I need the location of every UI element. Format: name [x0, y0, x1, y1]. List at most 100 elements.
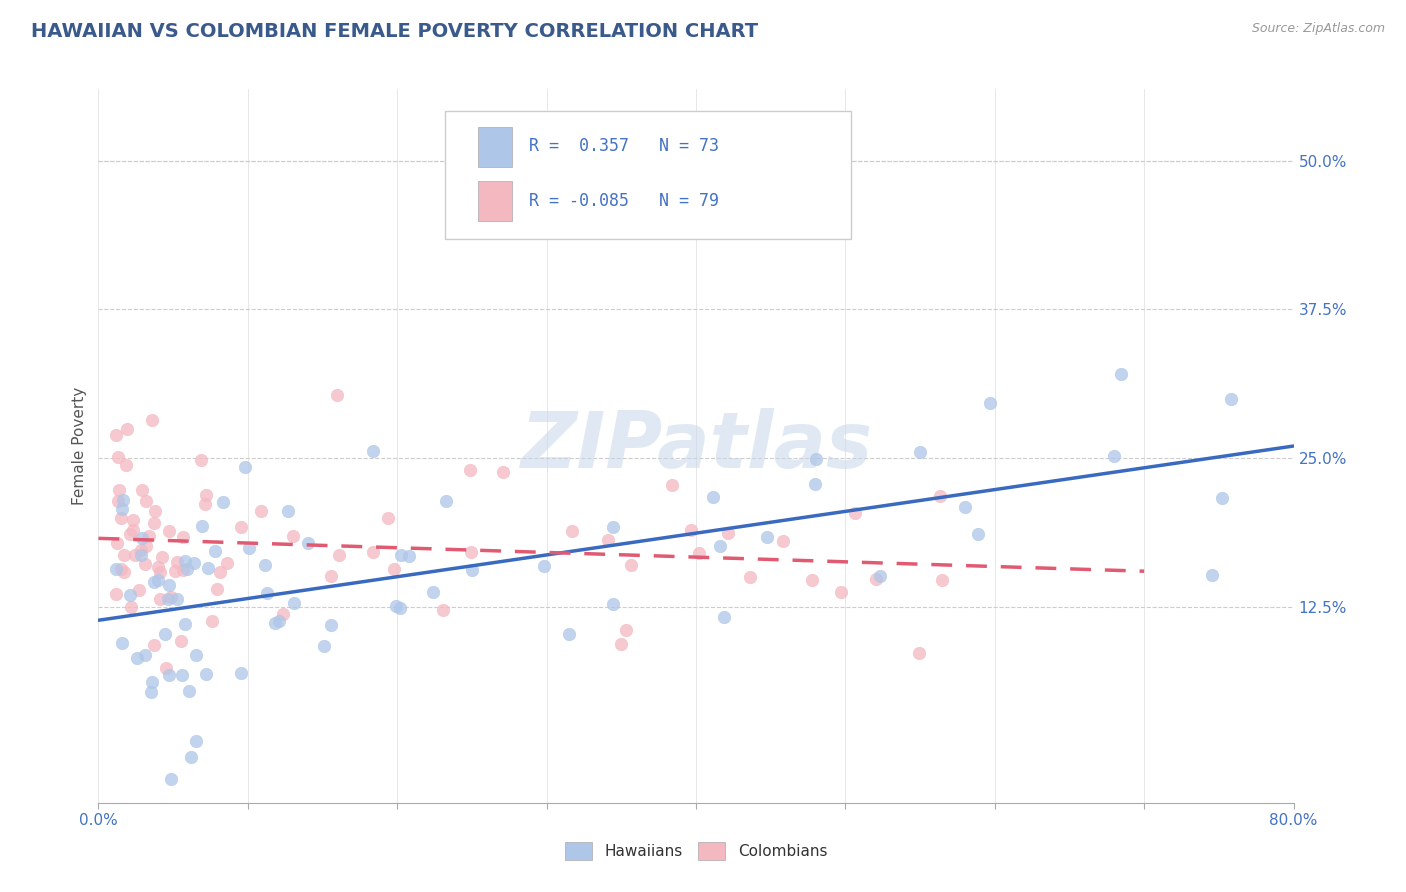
Point — [180, 749, 202, 764]
Point — [110, 511, 132, 525]
Point — [174, 616, 197, 631]
Point — [146, 559, 169, 574]
Point — [231, 665, 253, 680]
Point — [128, 582, 150, 597]
Point — [105, 562, 128, 576]
Point — [110, 562, 132, 576]
Point — [297, 536, 319, 550]
Point — [679, 523, 702, 537]
Point — [120, 600, 142, 615]
Point — [205, 582, 228, 596]
Point — [135, 493, 157, 508]
Point — [432, 602, 454, 616]
Point — [328, 548, 350, 562]
Point — [212, 495, 235, 509]
Point — [204, 544, 226, 558]
Point — [141, 675, 163, 690]
Point — [208, 565, 231, 579]
Point — [610, 637, 633, 651]
Y-axis label: Female Poverty: Female Poverty — [72, 387, 87, 505]
Point — [194, 497, 217, 511]
Point — [121, 513, 143, 527]
Text: HAWAIIAN VS COLOMBIAN FEMALE POVERTY CORRELATION CHART: HAWAIIAN VS COLOMBIAN FEMALE POVERTY COR… — [31, 22, 758, 41]
Point — [319, 569, 342, 583]
Point — [148, 573, 170, 587]
Point — [160, 590, 183, 604]
Point — [561, 524, 583, 538]
Point — [194, 488, 217, 502]
Point — [183, 556, 205, 570]
Text: R =  0.357   N = 73: R = 0.357 N = 73 — [529, 137, 718, 155]
Point — [166, 555, 188, 569]
Point — [166, 592, 188, 607]
Point — [141, 413, 163, 427]
Point — [803, 477, 825, 491]
Point — [389, 548, 412, 562]
Point — [143, 574, 166, 589]
Point — [966, 526, 988, 541]
Point — [149, 565, 172, 579]
Point — [157, 578, 180, 592]
Point — [269, 615, 291, 629]
Point — [772, 534, 794, 549]
Point — [1211, 491, 1233, 505]
Point — [131, 532, 153, 546]
Point — [107, 483, 129, 497]
Point — [143, 638, 166, 652]
Point — [134, 648, 156, 662]
Point — [215, 556, 238, 570]
Point — [717, 525, 740, 540]
Point — [149, 592, 172, 607]
Point — [688, 546, 710, 560]
Point — [740, 570, 762, 584]
Text: R = -0.085   N = 79: R = -0.085 N = 79 — [529, 192, 718, 211]
Point — [377, 511, 399, 525]
Point — [319, 618, 342, 632]
Point — [159, 772, 181, 786]
Point — [190, 452, 212, 467]
Point — [134, 557, 156, 571]
Point — [172, 530, 194, 544]
Point — [170, 634, 193, 648]
Point — [598, 533, 620, 548]
Point — [434, 493, 457, 508]
Point — [112, 549, 135, 563]
Point — [283, 528, 305, 542]
Point — [118, 527, 141, 541]
Point — [388, 600, 411, 615]
Point — [155, 627, 177, 641]
Point — [254, 558, 277, 572]
Point — [385, 599, 408, 613]
Point — [120, 588, 142, 602]
Point — [105, 427, 128, 442]
Point — [492, 466, 515, 480]
Point — [165, 564, 187, 578]
Point — [115, 422, 138, 436]
Point — [238, 541, 260, 555]
Point — [713, 610, 735, 624]
Point — [908, 445, 931, 459]
Point — [256, 585, 278, 599]
Point — [865, 572, 887, 586]
Point — [129, 543, 152, 558]
Point — [1104, 449, 1126, 463]
FancyBboxPatch shape — [478, 127, 512, 167]
Point — [110, 502, 132, 516]
Point — [112, 565, 135, 579]
Point — [702, 491, 724, 505]
Point — [363, 545, 385, 559]
FancyBboxPatch shape — [478, 180, 512, 220]
Point — [231, 520, 253, 534]
Point — [533, 559, 555, 574]
Point — [460, 545, 482, 559]
Legend: Hawaiians, Colombians: Hawaiians, Colombians — [558, 836, 834, 866]
Point — [602, 520, 624, 534]
Point — [174, 554, 197, 568]
Point — [159, 524, 181, 539]
Point — [756, 530, 779, 544]
Point — [1219, 392, 1241, 406]
Point — [107, 450, 129, 464]
Point — [111, 492, 134, 507]
Point — [191, 518, 214, 533]
Point — [194, 666, 217, 681]
